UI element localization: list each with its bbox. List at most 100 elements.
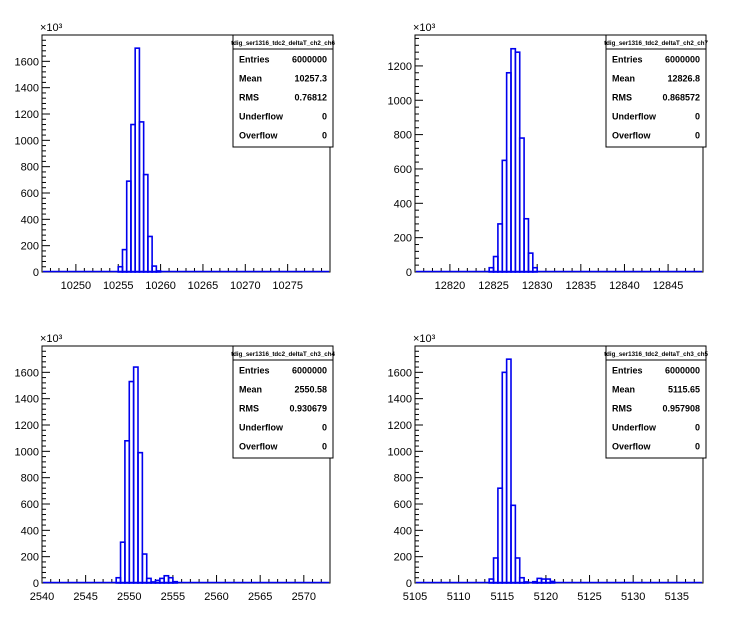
stats-row-label: Mean [612, 385, 635, 395]
y-tick-label: 600 [21, 188, 39, 200]
stats-row-label: Entries [239, 55, 270, 65]
stats-row-label: Mean [239, 74, 262, 84]
stats-title: tdig_ser1316_tdc2_deltaT_ch3_ch5 [604, 351, 708, 358]
x-tick-label: 10250 [61, 280, 92, 292]
y-tick-label: 0 [33, 267, 39, 279]
y-tick-label: 1000 [15, 135, 39, 147]
y-tick-label: 1000 [388, 95, 412, 107]
stats-box-frame [232, 345, 334, 459]
stats-row-value: 0.868572 [662, 93, 700, 103]
stats-row-value: 6000000 [292, 55, 327, 65]
y-tick-label: 1200 [15, 420, 39, 432]
x-tick-label: 12830 [522, 280, 553, 292]
stats-row-value: 5115.65 [668, 385, 700, 395]
y-tick-label: 1400 [15, 394, 39, 406]
y-tick-label: 1400 [15, 83, 39, 95]
stats-row-label: RMS [612, 93, 632, 103]
stats-row-value: 0.76812 [294, 93, 327, 103]
y-tick-label: 800 [394, 130, 412, 142]
stats-box-frame [605, 34, 707, 148]
stats-box: tdig_ser1316_tdc2_deltaT_ch3_ch4 Entries 6… [231, 345, 335, 459]
y-tick-label: 1000 [388, 446, 412, 458]
histogram-panel-2: 12820 12825 12830 12835 12840 12845 0 200 400 600… [388, 22, 709, 292]
stats-row-value: 10257.3 [294, 74, 327, 84]
x-tick-label: 12835 [566, 280, 597, 292]
stats-row-value: 0 [322, 131, 327, 141]
stats-box: tdig_ser1316_tdc2_deltaT_ch3_ch5 Entries 6… [604, 345, 708, 459]
y-tick-label: 1600 [15, 56, 39, 68]
stats-row-label: Underflow [239, 112, 284, 122]
y-tick-label: 800 [21, 473, 39, 485]
y-exponent-label: ×10³ [413, 333, 436, 345]
histogram-panel-3: 2540 2545 2550 2555 2560 2565 2570 0 200 400 600 80… [15, 333, 336, 603]
y-tick-label: 800 [21, 162, 39, 174]
x-tick-label: 10275 [272, 280, 303, 292]
stats-row-label: Overflow [612, 442, 652, 452]
x-tick-label: 2560 [204, 591, 228, 603]
histogram-panel-4: 5105 5110 5115 5120 5125 5130 5135 0 200 400 600 80… [388, 333, 709, 603]
y-tick-label: 1200 [388, 420, 412, 432]
x-tick-label: 2565 [248, 591, 272, 603]
stats-row-label: Entries [239, 366, 270, 376]
y-tick-label: 1200 [388, 61, 412, 73]
stats-title: tdig_ser1316_tdc2_deltaT_ch2_ch6 [231, 40, 335, 47]
stats-row-label: Overflow [612, 131, 652, 141]
stats-row-label: Overflow [239, 131, 279, 141]
y-tick-label: 0 [33, 578, 39, 590]
x-tick-label: 2540 [30, 591, 54, 603]
stats-row-value: 2550.58 [294, 385, 327, 395]
stats-row-value: 0 [695, 423, 700, 433]
y-tick-label: 0 [406, 578, 412, 590]
stats-row-label: Entries [612, 55, 643, 65]
y-tick-label: 1600 [388, 367, 412, 379]
x-tick-label: 10265 [188, 280, 219, 292]
histogram-panel-1: 10250 10255 10260 10265 10270 10275 0 200 400 600… [15, 22, 336, 292]
y-tick-label: 600 [21, 499, 39, 511]
x-tick-label: 5120 [534, 591, 558, 603]
stats-row-value: 12826.8 [667, 74, 700, 84]
y-tick-label: 800 [394, 473, 412, 485]
y-exponent-label: ×10³ [413, 22, 436, 34]
x-tick-label: 10255 [103, 280, 134, 292]
x-tick-label: 5135 [665, 591, 689, 603]
y-tick-label: 0 [406, 267, 412, 279]
stats-row-value: 6000000 [292, 366, 327, 376]
stats-row-value: 0 [695, 112, 700, 122]
x-tick-label: 5110 [447, 591, 471, 603]
y-tick-label: 400 [394, 525, 412, 537]
x-tick-label: 12840 [609, 280, 640, 292]
stats-row-label: Underflow [239, 423, 284, 433]
stats-row-value: 6000000 [665, 55, 700, 65]
stats-row-label: RMS [239, 404, 259, 414]
x-tick-label: 12820 [435, 280, 466, 292]
y-exponent-label: ×10³ [40, 22, 63, 34]
x-tick-label: 2570 [292, 591, 316, 603]
stats-row-label: Overflow [239, 442, 279, 452]
stats-row-value: 0 [322, 442, 327, 452]
y-exponent-label: ×10³ [40, 333, 63, 345]
y-tick-label: 1000 [15, 446, 39, 458]
y-tick-label: 400 [394, 198, 412, 210]
stats-row-label: Entries [612, 366, 643, 376]
y-tick-label: 400 [21, 214, 39, 226]
stats-box-frame [605, 345, 707, 459]
x-tick-label: 5130 [621, 591, 645, 603]
y-tick-label: 200 [394, 552, 412, 564]
y-tick-label: 1200 [15, 109, 39, 121]
x-tick-label: 10270 [230, 280, 261, 292]
stats-row-label: RMS [239, 93, 259, 103]
x-tick-label: 12825 [478, 280, 509, 292]
stats-title: tdig_ser1316_tdc2_deltaT_ch3_ch4 [231, 351, 335, 358]
y-tick-label: 1400 [388, 394, 412, 406]
stats-row-value: 0.930679 [289, 404, 327, 414]
y-tick-label: 1600 [15, 367, 39, 379]
stats-row-label: Underflow [612, 423, 657, 433]
x-tick-label: 5125 [577, 591, 601, 603]
stats-row-label: RMS [612, 404, 632, 414]
stats-row-value: 0 [695, 442, 700, 452]
stats-box-frame [232, 34, 334, 148]
x-tick-label: 5105 [403, 591, 427, 603]
y-tick-label: 600 [394, 499, 412, 511]
stats-row-value: 0 [695, 131, 700, 141]
